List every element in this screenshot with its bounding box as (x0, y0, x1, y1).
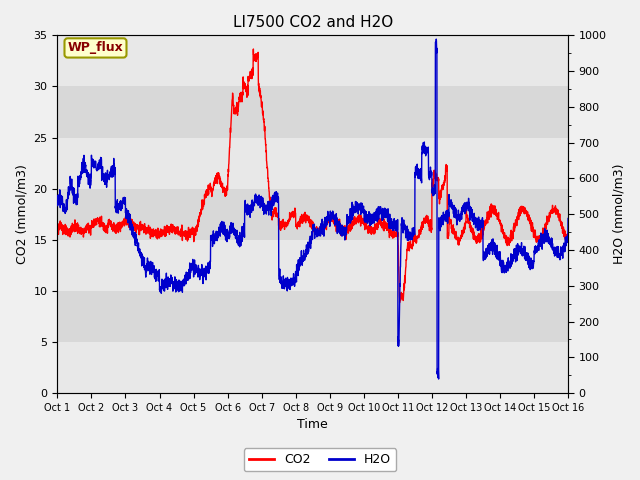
Bar (58, 342, 568, 393)
Bar (58, 240, 568, 291)
Y-axis label: H2O (mmol/m3): H2O (mmol/m3) (612, 164, 625, 264)
X-axis label: Time: Time (298, 419, 328, 432)
Bar (58, 36, 568, 86)
Bar (58, 86, 568, 138)
Legend: CO2, H2O: CO2, H2O (244, 448, 396, 471)
Text: WP_flux: WP_flux (68, 41, 124, 54)
Title: LI7500 CO2 and H2O: LI7500 CO2 and H2O (232, 15, 393, 30)
Bar (58, 189, 568, 240)
Bar (58, 291, 568, 342)
Bar (58, 138, 568, 189)
Y-axis label: CO2 (mmol/m3): CO2 (mmol/m3) (15, 164, 28, 264)
